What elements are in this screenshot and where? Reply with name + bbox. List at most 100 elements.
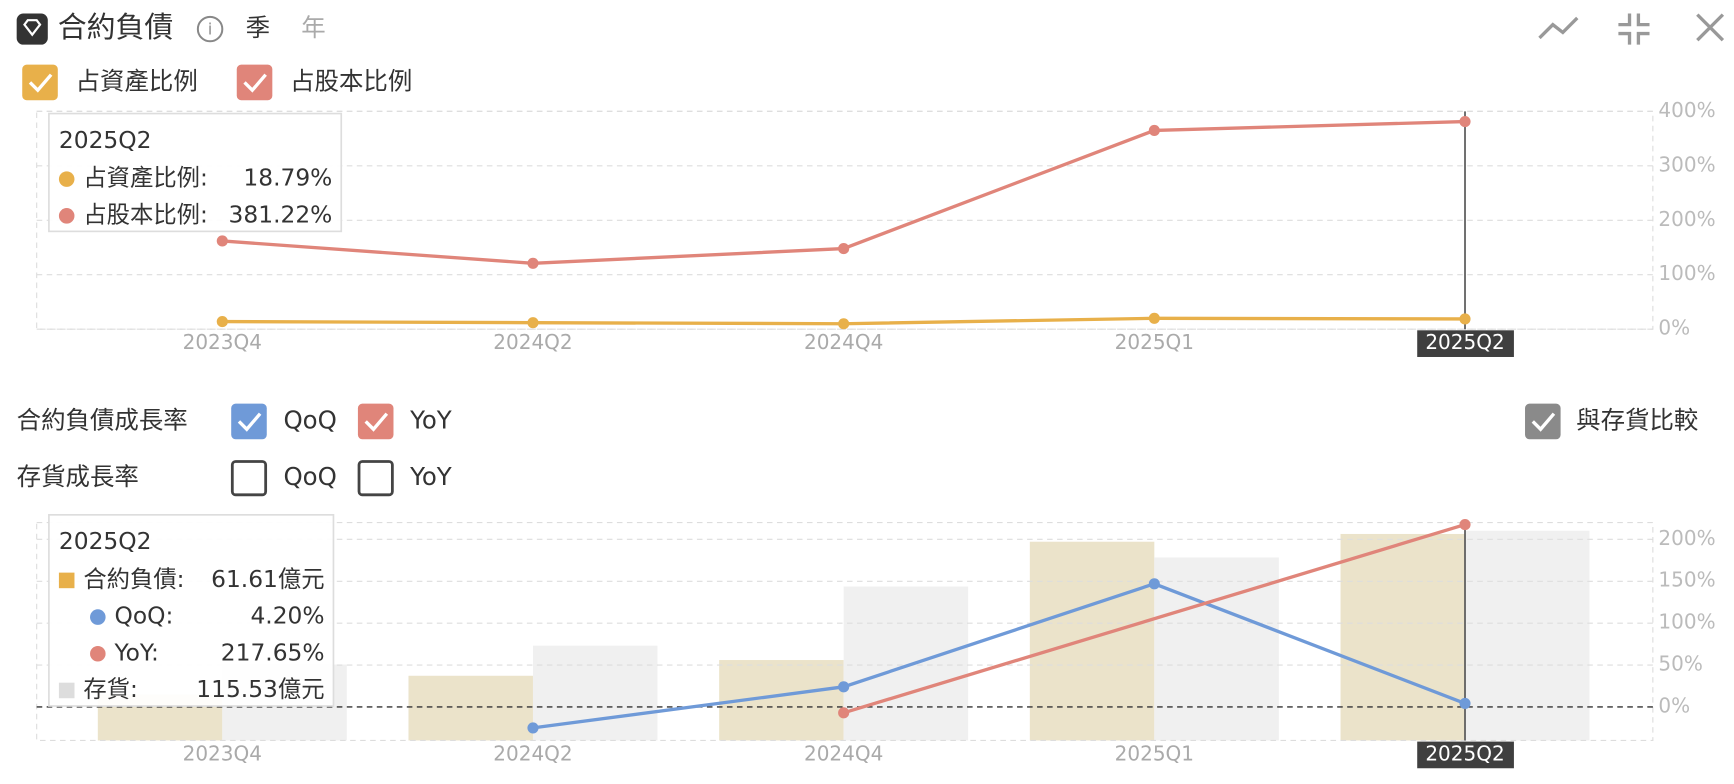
tooltip-value: 18.79% bbox=[243, 164, 332, 192]
tooltip-label: 合約負債: bbox=[83, 565, 184, 593]
point bbox=[838, 707, 850, 719]
legend-checkbox[interactable] bbox=[236, 64, 273, 101]
compare-checkbox[interactable] bbox=[1525, 403, 1561, 440]
point bbox=[1148, 578, 1160, 590]
chart-type-button[interactable] bbox=[1538, 16, 1579, 40]
point bbox=[1148, 124, 1160, 136]
point bbox=[216, 316, 228, 328]
x-tick-label: 2024Q2 bbox=[493, 741, 572, 765]
line bbox=[222, 119, 1466, 265]
tooltip bbox=[48, 112, 343, 233]
control-label: 存貨成長率 bbox=[17, 462, 139, 491]
legend-checkbox[interactable] bbox=[22, 64, 58, 101]
check-mark bbox=[237, 412, 262, 432]
point bbox=[527, 722, 539, 734]
y-tick-label: 300% bbox=[1658, 152, 1715, 176]
tooltip-label: YoY: bbox=[113, 638, 158, 666]
check-mark bbox=[28, 73, 53, 93]
tooltip-title: 2025Q2 bbox=[59, 126, 152, 154]
point bbox=[216, 235, 228, 247]
x-tick-label: 2025Q2 bbox=[1425, 330, 1504, 354]
x-label-highlight bbox=[1417, 741, 1514, 769]
line bbox=[843, 522, 1466, 715]
x-tick-label: 2024Q2 bbox=[493, 330, 572, 354]
control-option[interactable]: YoY bbox=[409, 462, 452, 491]
tooltip-value: 217.65% bbox=[221, 638, 325, 666]
point bbox=[527, 317, 539, 329]
point bbox=[1148, 312, 1160, 324]
tooltip-label: 占資產比例: bbox=[83, 164, 208, 192]
control-option[interactable]: YoY bbox=[409, 405, 452, 434]
line bbox=[532, 582, 1466, 730]
tooltip-value: 115.53億元 bbox=[196, 675, 324, 703]
bar bbox=[843, 586, 969, 741]
y-tick-label: 50% bbox=[1658, 652, 1702, 676]
tooltip-marker bbox=[58, 572, 75, 589]
x-tick-label: 2024Q4 bbox=[804, 330, 883, 354]
gem-icon bbox=[23, 19, 42, 37]
control-label: 合約負債成長率 bbox=[17, 405, 188, 434]
tooltip-value: 61.61億元 bbox=[211, 565, 324, 593]
collapse-button[interactable] bbox=[1618, 13, 1650, 45]
tooltip-marker bbox=[58, 208, 75, 224]
growth-checkbox[interactable] bbox=[357, 460, 394, 497]
tooltip-title: 2025Q2 bbox=[59, 527, 152, 555]
tooltip-value: 381.22% bbox=[229, 200, 333, 228]
bar bbox=[1465, 530, 1590, 741]
close-button[interactable] bbox=[1696, 13, 1725, 42]
y-tick-label: 200% bbox=[1658, 207, 1715, 231]
info-i: i bbox=[208, 21, 212, 39]
bar bbox=[1029, 541, 1155, 741]
tooltip-value: 4.20% bbox=[250, 602, 324, 630]
title: 合約負債 bbox=[58, 10, 174, 44]
point bbox=[838, 681, 850, 693]
y-tick-label: 200% bbox=[1658, 526, 1715, 550]
x-tick-label: 2023Q4 bbox=[183, 741, 262, 765]
period-option[interactable]: 季 bbox=[246, 13, 270, 42]
point bbox=[1459, 519, 1471, 531]
app-icon bbox=[16, 13, 48, 45]
point bbox=[1459, 116, 1471, 128]
tooltip-marker bbox=[90, 645, 106, 662]
plot-border bbox=[36, 522, 1654, 742]
y-tick-label: 150% bbox=[1658, 568, 1715, 592]
growth-checkbox[interactable] bbox=[231, 403, 267, 440]
x-tick-label: 2024Q4 bbox=[804, 741, 883, 765]
x-tick-label: 2023Q4 bbox=[183, 330, 262, 354]
y-tick-label: 100% bbox=[1658, 261, 1715, 285]
control-option[interactable]: QoQ bbox=[283, 405, 336, 434]
y-tick-label: 0% bbox=[1658, 316, 1690, 340]
info-icon[interactable] bbox=[196, 15, 224, 43]
tooltip-label: QoQ: bbox=[114, 602, 173, 630]
check-mark bbox=[243, 73, 267, 93]
tooltip-label: 存貨: bbox=[83, 675, 138, 703]
point bbox=[838, 243, 850, 255]
y-tick-label: 100% bbox=[1658, 610, 1715, 634]
growth-checkbox[interactable] bbox=[230, 460, 268, 497]
x-label-highlight bbox=[1417, 330, 1514, 357]
control-option[interactable]: QoQ bbox=[283, 462, 336, 491]
point bbox=[1459, 697, 1471, 709]
x-tick-label: 2025Q1 bbox=[1115, 741, 1194, 765]
legend-label[interactable]: 占股本比例 bbox=[290, 66, 412, 95]
x-tick-label: 2025Q1 bbox=[1115, 330, 1194, 354]
tooltip-marker bbox=[90, 609, 106, 625]
x-tick-label: 2025Q2 bbox=[1425, 741, 1504, 765]
bar bbox=[1340, 533, 1466, 741]
tooltip-label: 占股本比例: bbox=[83, 200, 208, 228]
bar bbox=[408, 675, 533, 741]
tooltip-marker bbox=[58, 171, 75, 187]
check-mark bbox=[364, 412, 389, 432]
y-tick-label: 0% bbox=[1658, 693, 1690, 717]
period-option[interactable]: 年 bbox=[301, 13, 325, 42]
tooltip-marker bbox=[58, 682, 75, 699]
compare-label[interactable]: 與存貨比較 bbox=[1576, 405, 1698, 434]
check-mark bbox=[1531, 412, 1556, 432]
point bbox=[1459, 313, 1471, 325]
growth-checkbox[interactable] bbox=[357, 403, 394, 440]
legend-label[interactable]: 占資產比例 bbox=[76, 66, 198, 95]
y-tick-label: 400% bbox=[1658, 98, 1715, 122]
point bbox=[838, 318, 850, 330]
point bbox=[527, 257, 539, 269]
